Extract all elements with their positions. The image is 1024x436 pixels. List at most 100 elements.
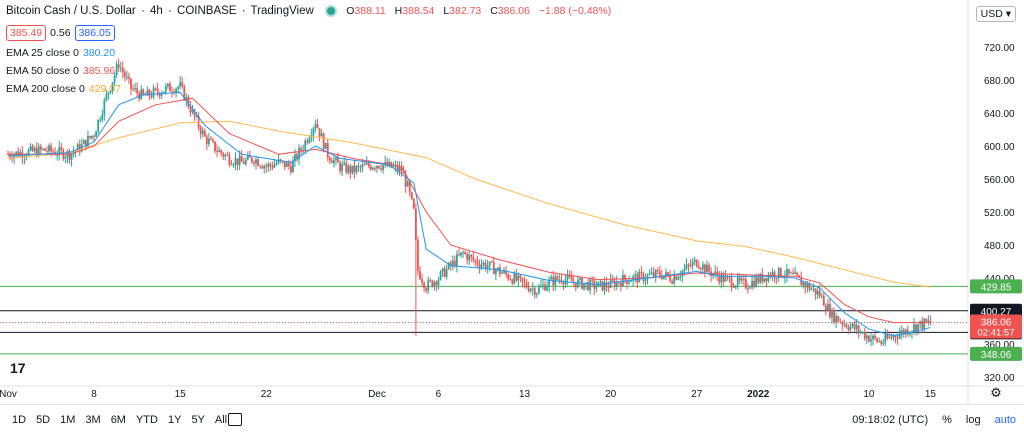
candle-body	[140, 89, 143, 99]
candle-body	[193, 109, 196, 117]
candle-body	[218, 150, 221, 152]
candle-body	[652, 272, 655, 277]
range-button-1m[interactable]: 1M	[60, 414, 76, 426]
calendar-icon[interactable]	[228, 413, 242, 426]
candle-body	[853, 323, 856, 329]
candle-body	[708, 264, 710, 272]
change-value: −1.88 (−0.48%)	[538, 5, 612, 18]
indicator-ema200[interactable]: EMA 200 close 0 429.07	[6, 83, 121, 95]
candle-body	[472, 256, 475, 261]
candle-body	[154, 88, 157, 90]
candle-body	[197, 115, 200, 128]
candle-body	[802, 282, 805, 286]
candle-body	[902, 330, 905, 335]
candle-body	[611, 279, 614, 281]
candle-body	[242, 161, 245, 165]
candle-body	[56, 154, 59, 156]
candle-body	[929, 320, 932, 323]
candle-body	[533, 288, 536, 296]
open-value: 388.11	[354, 5, 386, 18]
candle-body	[531, 288, 534, 290]
indicator-value: 380.20	[82, 47, 116, 59]
range-button-6m[interactable]: 6M	[110, 414, 126, 426]
candle-body	[335, 157, 337, 160]
candle-body	[818, 290, 821, 297]
candle-body	[669, 275, 671, 282]
candle-body	[537, 287, 540, 294]
range-button-all[interactable]: All	[214, 414, 228, 426]
candle-body	[314, 124, 317, 129]
candle-body	[816, 290, 819, 295]
candle-body	[570, 277, 573, 282]
candle-body	[550, 277, 553, 280]
candle-body	[203, 130, 206, 137]
candle-body	[326, 142, 329, 158]
candle-body	[41, 148, 44, 150]
candle-body	[749, 287, 751, 289]
candle-body	[900, 330, 903, 334]
candle-body	[462, 252, 464, 254]
candle-body	[822, 295, 825, 306]
candle-body	[913, 324, 915, 332]
candle-body	[576, 279, 579, 288]
ask-button[interactable]: 386.05	[74, 25, 115, 41]
candle-body	[742, 278, 745, 280]
candle-body	[560, 279, 563, 283]
candle-body	[660, 275, 663, 279]
candle-body	[806, 283, 809, 288]
candle-body	[365, 162, 368, 165]
candle-body	[841, 322, 844, 325]
symbol-title[interactable]: Bitcoin Cash / U.S. Dollar	[6, 5, 136, 18]
candle-body	[392, 166, 395, 168]
range-button-3m[interactable]: 3M	[85, 414, 101, 426]
interval-label[interactable]: 4h	[150, 5, 163, 18]
candle-body	[60, 147, 63, 151]
candle-body	[150, 95, 153, 97]
candle-body	[224, 154, 227, 157]
settings-gear-icon[interactable]: ⚙	[990, 386, 1002, 401]
log-toggle[interactable]: log	[965, 414, 981, 426]
x-tick-label: 22	[261, 389, 273, 400]
candle-body	[398, 167, 401, 172]
candle-body	[501, 272, 503, 274]
candle-body	[861, 331, 864, 333]
candle-body	[447, 262, 450, 269]
candle-body	[269, 163, 272, 166]
indicator-label: EMA 200 close 0	[6, 83, 85, 95]
range-button-1y[interactable]: 1Y	[167, 414, 182, 426]
range-button-5d[interactable]: 5D	[36, 414, 51, 426]
range-button-1d[interactable]: 1D	[12, 414, 27, 426]
candle-body	[859, 332, 862, 334]
candle-body	[788, 269, 790, 274]
candle-body	[630, 280, 633, 282]
clock-readout[interactable]: 09:18:02 (UTC)	[852, 414, 929, 426]
indicator-ema25[interactable]: EMA 25 close 0 380.20	[6, 47, 115, 59]
indicator-ema50[interactable]: EMA 50 close 0 385.96	[6, 65, 115, 77]
candle-body	[909, 332, 911, 335]
candle-body	[896, 337, 899, 339]
candle-body	[246, 155, 249, 160]
candle-body	[95, 131, 98, 137]
range-button-ytd[interactable]: YTD	[135, 414, 158, 426]
candle-body	[855, 325, 858, 329]
candle-body	[683, 268, 686, 271]
candle-body	[810, 289, 813, 291]
percent-toggle[interactable]: %	[942, 414, 952, 426]
currency-select[interactable]: USD ▾	[975, 6, 1016, 22]
bar-countdown: 02:41:57	[978, 328, 1015, 339]
candle-body	[298, 148, 300, 160]
candle-body	[306, 140, 309, 143]
y-tick-label: 480.00	[984, 241, 1015, 252]
candle-body	[232, 164, 235, 166]
auto-toggle[interactable]: auto	[994, 414, 1016, 426]
candle-body	[439, 271, 442, 280]
ema25-line	[7, 91, 931, 337]
candle-body	[490, 261, 493, 263]
candle-body	[353, 165, 356, 173]
bid-button[interactable]: 385.49	[6, 25, 47, 41]
candle-body	[888, 336, 891, 339]
candle-body	[275, 163, 278, 165]
bottom-toolbar: 1D 5D 1M 3M 6M YTD 1Y 5Y All 09:18:02 (UTC) % lo…	[0, 404, 1024, 436]
price-chart[interactable]: 720.00 680.00 640.00 600.00 560.00 520.00 480.…	[0, 0, 1024, 404]
range-button-5y[interactable]: 5Y	[191, 414, 205, 426]
